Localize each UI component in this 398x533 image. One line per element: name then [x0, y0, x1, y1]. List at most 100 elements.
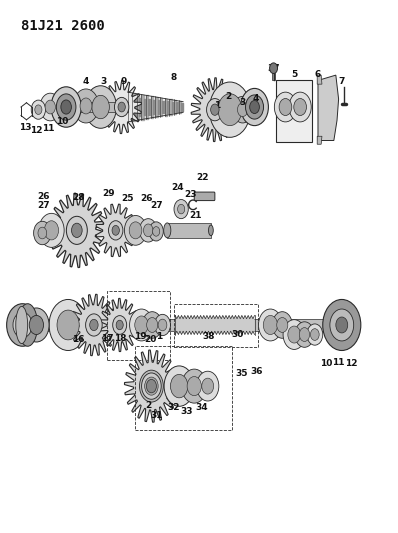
- Circle shape: [86, 314, 102, 336]
- Text: 34: 34: [196, 403, 209, 412]
- Circle shape: [24, 308, 49, 342]
- Circle shape: [310, 329, 319, 341]
- Text: 11: 11: [332, 358, 345, 367]
- Text: 14: 14: [15, 328, 27, 337]
- Circle shape: [279, 99, 292, 116]
- Circle shape: [202, 378, 214, 394]
- Circle shape: [174, 199, 188, 219]
- Circle shape: [31, 100, 45, 119]
- Circle shape: [289, 92, 311, 122]
- Polygon shape: [317, 136, 322, 144]
- Circle shape: [288, 326, 300, 343]
- Text: 16: 16: [72, 335, 84, 344]
- Circle shape: [116, 320, 123, 330]
- Text: 13: 13: [347, 327, 359, 336]
- Circle shape: [158, 319, 167, 331]
- Circle shape: [178, 204, 185, 214]
- Circle shape: [146, 318, 158, 333]
- Circle shape: [49, 300, 87, 351]
- Circle shape: [233, 96, 253, 123]
- Polygon shape: [96, 204, 135, 257]
- Text: 10: 10: [320, 359, 333, 368]
- Circle shape: [130, 309, 153, 341]
- Text: 8: 8: [170, 73, 176, 82]
- Text: 17: 17: [101, 334, 113, 343]
- Bar: [36, 102, 128, 112]
- Circle shape: [164, 366, 194, 406]
- Circle shape: [140, 370, 163, 402]
- Polygon shape: [318, 75, 339, 141]
- Circle shape: [92, 95, 109, 119]
- Text: 2: 2: [226, 92, 232, 101]
- Circle shape: [13, 312, 32, 338]
- Text: 37: 37: [267, 64, 280, 73]
- Circle shape: [113, 316, 127, 334]
- Circle shape: [57, 310, 79, 340]
- Circle shape: [142, 312, 162, 338]
- Circle shape: [283, 320, 305, 350]
- FancyBboxPatch shape: [194, 192, 215, 200]
- Polygon shape: [317, 75, 322, 84]
- Circle shape: [218, 94, 242, 126]
- Circle shape: [238, 103, 248, 117]
- Circle shape: [207, 99, 223, 121]
- Bar: [276, 80, 312, 142]
- Text: 36: 36: [250, 367, 263, 376]
- Text: 2: 2: [145, 401, 151, 410]
- Circle shape: [274, 92, 297, 122]
- Circle shape: [246, 95, 263, 119]
- Text: 18: 18: [114, 334, 127, 343]
- Circle shape: [40, 93, 60, 121]
- Text: 6: 6: [315, 70, 321, 78]
- Text: 19: 19: [134, 332, 146, 341]
- Polygon shape: [125, 350, 178, 422]
- Circle shape: [142, 373, 161, 399]
- Text: 13: 13: [20, 123, 32, 132]
- Text: 1: 1: [214, 101, 220, 110]
- Circle shape: [115, 98, 129, 117]
- Circle shape: [80, 98, 92, 114]
- Text: 28: 28: [72, 193, 84, 202]
- Bar: [135, 346, 232, 430]
- Circle shape: [299, 328, 310, 342]
- Text: 29: 29: [102, 189, 115, 198]
- Text: 38: 38: [203, 332, 215, 341]
- Ellipse shape: [164, 223, 171, 238]
- Circle shape: [85, 86, 117, 128]
- Text: 1: 1: [156, 332, 162, 341]
- Circle shape: [73, 89, 99, 123]
- Text: 26: 26: [37, 192, 50, 201]
- Circle shape: [118, 102, 125, 112]
- Text: 32: 32: [167, 403, 179, 412]
- Bar: [107, 292, 170, 360]
- Polygon shape: [348, 330, 358, 340]
- Circle shape: [241, 88, 268, 126]
- Circle shape: [125, 215, 146, 245]
- Text: 31: 31: [150, 411, 162, 420]
- Bar: [272, 73, 275, 80]
- Ellipse shape: [18, 304, 37, 346]
- Circle shape: [143, 224, 153, 237]
- Circle shape: [112, 225, 119, 235]
- Ellipse shape: [209, 225, 213, 236]
- Text: 10: 10: [56, 117, 68, 126]
- Ellipse shape: [16, 306, 28, 344]
- Text: 11: 11: [42, 124, 55, 133]
- Circle shape: [45, 100, 55, 114]
- Circle shape: [44, 221, 59, 240]
- Circle shape: [51, 87, 81, 127]
- Polygon shape: [102, 80, 141, 134]
- Circle shape: [258, 309, 282, 341]
- Bar: [32, 319, 350, 331]
- Circle shape: [109, 221, 123, 240]
- Circle shape: [295, 322, 314, 348]
- Text: 23: 23: [184, 190, 197, 199]
- Circle shape: [33, 221, 51, 245]
- Circle shape: [209, 82, 251, 138]
- Circle shape: [72, 223, 82, 238]
- Circle shape: [323, 300, 361, 351]
- Text: 22: 22: [196, 173, 209, 182]
- Circle shape: [140, 219, 157, 242]
- Circle shape: [294, 99, 306, 116]
- Circle shape: [197, 371, 219, 401]
